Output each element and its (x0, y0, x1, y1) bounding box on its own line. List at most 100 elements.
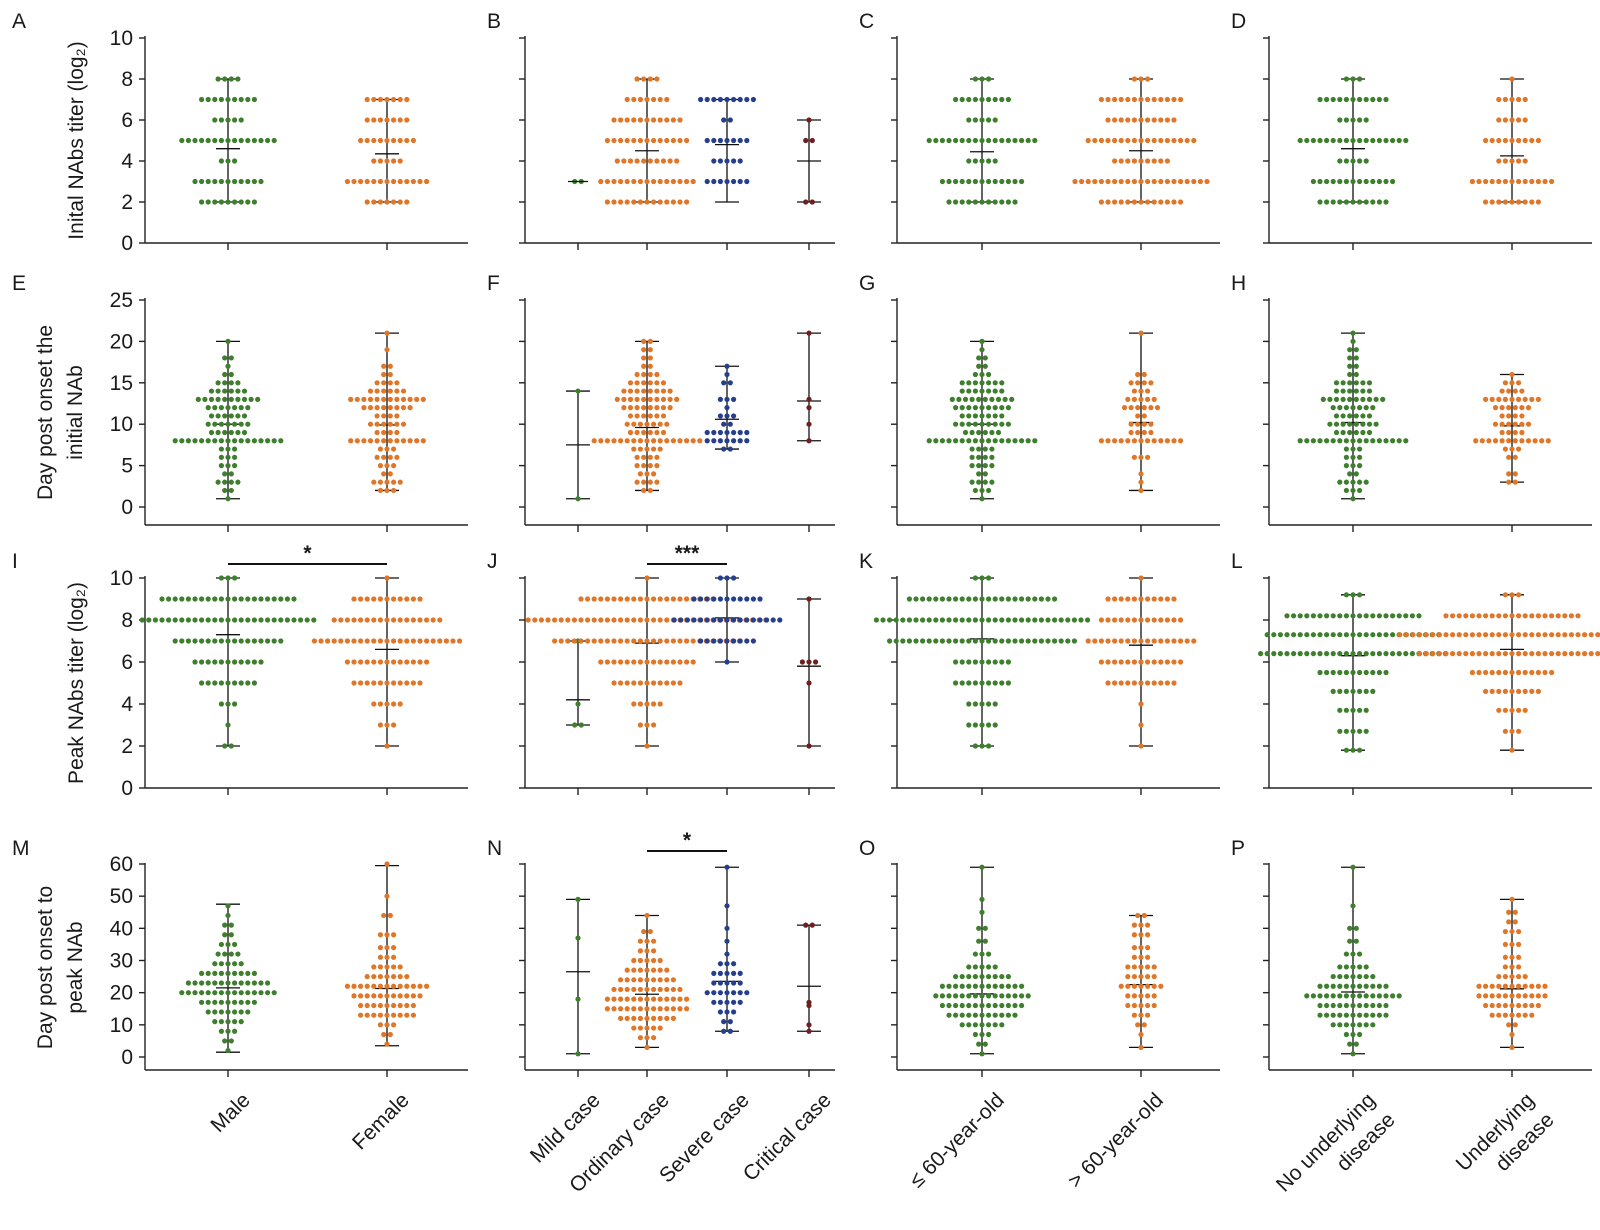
data-point (1178, 659, 1184, 665)
data-point (371, 964, 377, 970)
data-point (1151, 964, 1157, 970)
data-point (228, 487, 234, 494)
data-point (232, 199, 238, 205)
data-point (1131, 932, 1137, 938)
data-point (225, 912, 231, 919)
data-point (637, 986, 644, 993)
data-point (979, 158, 985, 164)
data-point (704, 990, 710, 996)
data-point (1549, 613, 1555, 619)
data-point (634, 380, 640, 386)
data-point (1506, 413, 1512, 419)
data-point (1509, 371, 1515, 378)
data-point (1456, 651, 1462, 657)
data-point (397, 993, 403, 999)
data-point (1357, 964, 1363, 970)
data-point (966, 178, 972, 185)
data-point (598, 638, 604, 644)
data-point (644, 178, 650, 185)
data-point (1347, 413, 1353, 419)
data-point (959, 380, 965, 386)
data-point (634, 429, 640, 436)
data-point (1353, 429, 1359, 436)
data-point (644, 117, 650, 123)
data-point (1131, 659, 1137, 665)
data-point (424, 659, 430, 665)
data-point (1343, 651, 1349, 657)
data-point (377, 1002, 383, 1009)
data-point (992, 137, 998, 144)
data-point (424, 178, 430, 185)
data-point (1164, 617, 1170, 623)
data-point (644, 575, 650, 581)
data-point (1347, 388, 1353, 394)
data-point (1350, 199, 1356, 205)
data-point (684, 617, 691, 623)
data-point (674, 396, 680, 402)
data-point (1363, 651, 1369, 657)
data-point (391, 446, 397, 452)
data-point (966, 405, 972, 411)
data-point (1105, 117, 1111, 123)
data-point (1522, 96, 1528, 103)
data-point (1164, 137, 1170, 144)
data-point (1333, 421, 1340, 427)
data-point (647, 355, 653, 361)
data-point (979, 964, 985, 970)
data-point (966, 1012, 972, 1018)
data-point (205, 980, 211, 986)
data-point (690, 659, 696, 665)
data-point (1353, 413, 1359, 419)
data-point (657, 617, 663, 623)
data-point (1529, 613, 1535, 619)
data-point (724, 363, 730, 369)
data-point (651, 996, 657, 1002)
data-point (972, 983, 979, 989)
data-point (391, 993, 397, 999)
data-point (1409, 613, 1415, 619)
data-point (717, 638, 724, 644)
data-point (979, 575, 985, 581)
data-point (212, 617, 218, 623)
data-point (992, 178, 998, 185)
data-point (1005, 596, 1012, 602)
data-point (1098, 199, 1104, 205)
data-point (1138, 945, 1144, 951)
error-bar (797, 119, 821, 203)
data-point (1112, 638, 1118, 644)
data-point (1098, 438, 1104, 444)
data-point (1370, 1002, 1376, 1009)
data-point (1065, 617, 1071, 623)
data-point (721, 446, 727, 452)
data-point (657, 986, 663, 993)
data-point (212, 990, 218, 996)
data-point (979, 973, 985, 980)
data-point (972, 659, 979, 665)
data-point (1012, 983, 1018, 989)
data-point (995, 396, 1002, 402)
data-point (966, 1002, 972, 1009)
data-point (1164, 438, 1170, 444)
data-point (654, 479, 660, 485)
data-point (647, 158, 653, 164)
data-point (228, 1038, 234, 1044)
data-point (371, 983, 377, 989)
data-point (1509, 396, 1515, 402)
data-point (311, 638, 317, 644)
data-point (1058, 638, 1064, 644)
data-point (1125, 178, 1131, 185)
data-point (1330, 632, 1336, 638)
data-point (698, 617, 704, 623)
data-point (1363, 1002, 1369, 1009)
data-point (1343, 479, 1349, 485)
data-point (1443, 651, 1449, 657)
data-point (986, 438, 992, 444)
data-point (400, 438, 407, 444)
data-point (1350, 338, 1356, 344)
data-point (1390, 137, 1396, 144)
data-point (1383, 199, 1389, 205)
data-point (364, 973, 370, 980)
data-point (1138, 680, 1144, 686)
data-point (374, 429, 380, 436)
data-point (697, 438, 703, 444)
